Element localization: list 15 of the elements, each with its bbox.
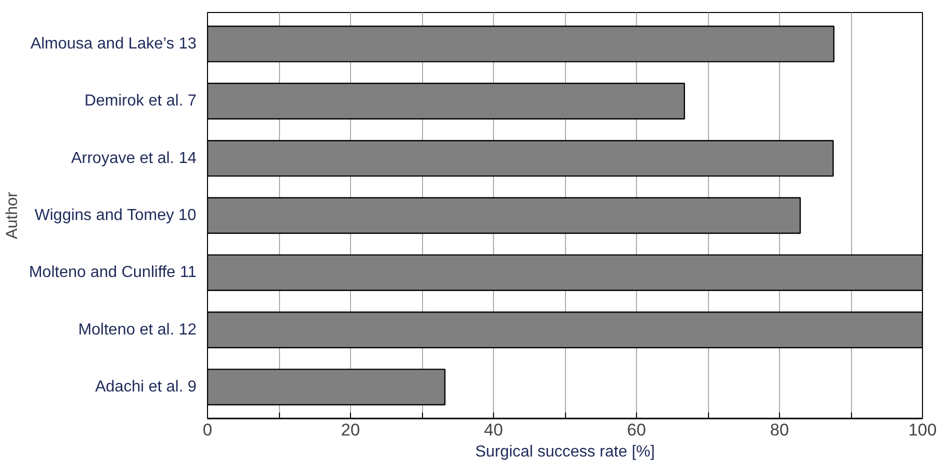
- y-tick-label: Demirok et al. 7: [84, 92, 197, 110]
- x-axis-title: Surgical success rate [%]: [475, 444, 655, 460]
- y-tick-label: Molteno et al. 12: [78, 321, 197, 338]
- y-axis-title: Author: [4, 191, 21, 240]
- x-tick-label: 80: [770, 420, 789, 440]
- y-tick-label: Adachi et al. 9: [95, 378, 197, 396]
- y-tick-label: Molteno and Cunliffe 11: [28, 264, 197, 282]
- x-tick-label: 20: [341, 420, 360, 440]
- x-tick-label: 40: [484, 420, 503, 440]
- y-tick-label: Arroyave et al. 14: [71, 150, 197, 167]
- x-tick-label: 0: [202, 420, 212, 440]
- x-tick-label: 100: [908, 420, 937, 440]
- y-tick-label: Wiggins and Tomey 10: [34, 207, 196, 224]
- x-tick-label: 60: [627, 420, 646, 440]
- y-tick-label: Almousa and Lake’s 13: [30, 35, 197, 52]
